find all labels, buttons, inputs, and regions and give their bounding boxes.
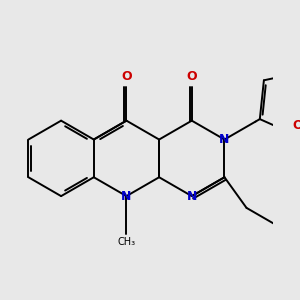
Text: N: N bbox=[121, 190, 132, 202]
Text: N: N bbox=[187, 190, 197, 202]
Text: N: N bbox=[219, 133, 230, 146]
Text: CH₃: CH₃ bbox=[117, 237, 136, 247]
Text: O: O bbox=[292, 119, 300, 132]
Text: O: O bbox=[187, 70, 197, 83]
Text: O: O bbox=[121, 70, 132, 83]
